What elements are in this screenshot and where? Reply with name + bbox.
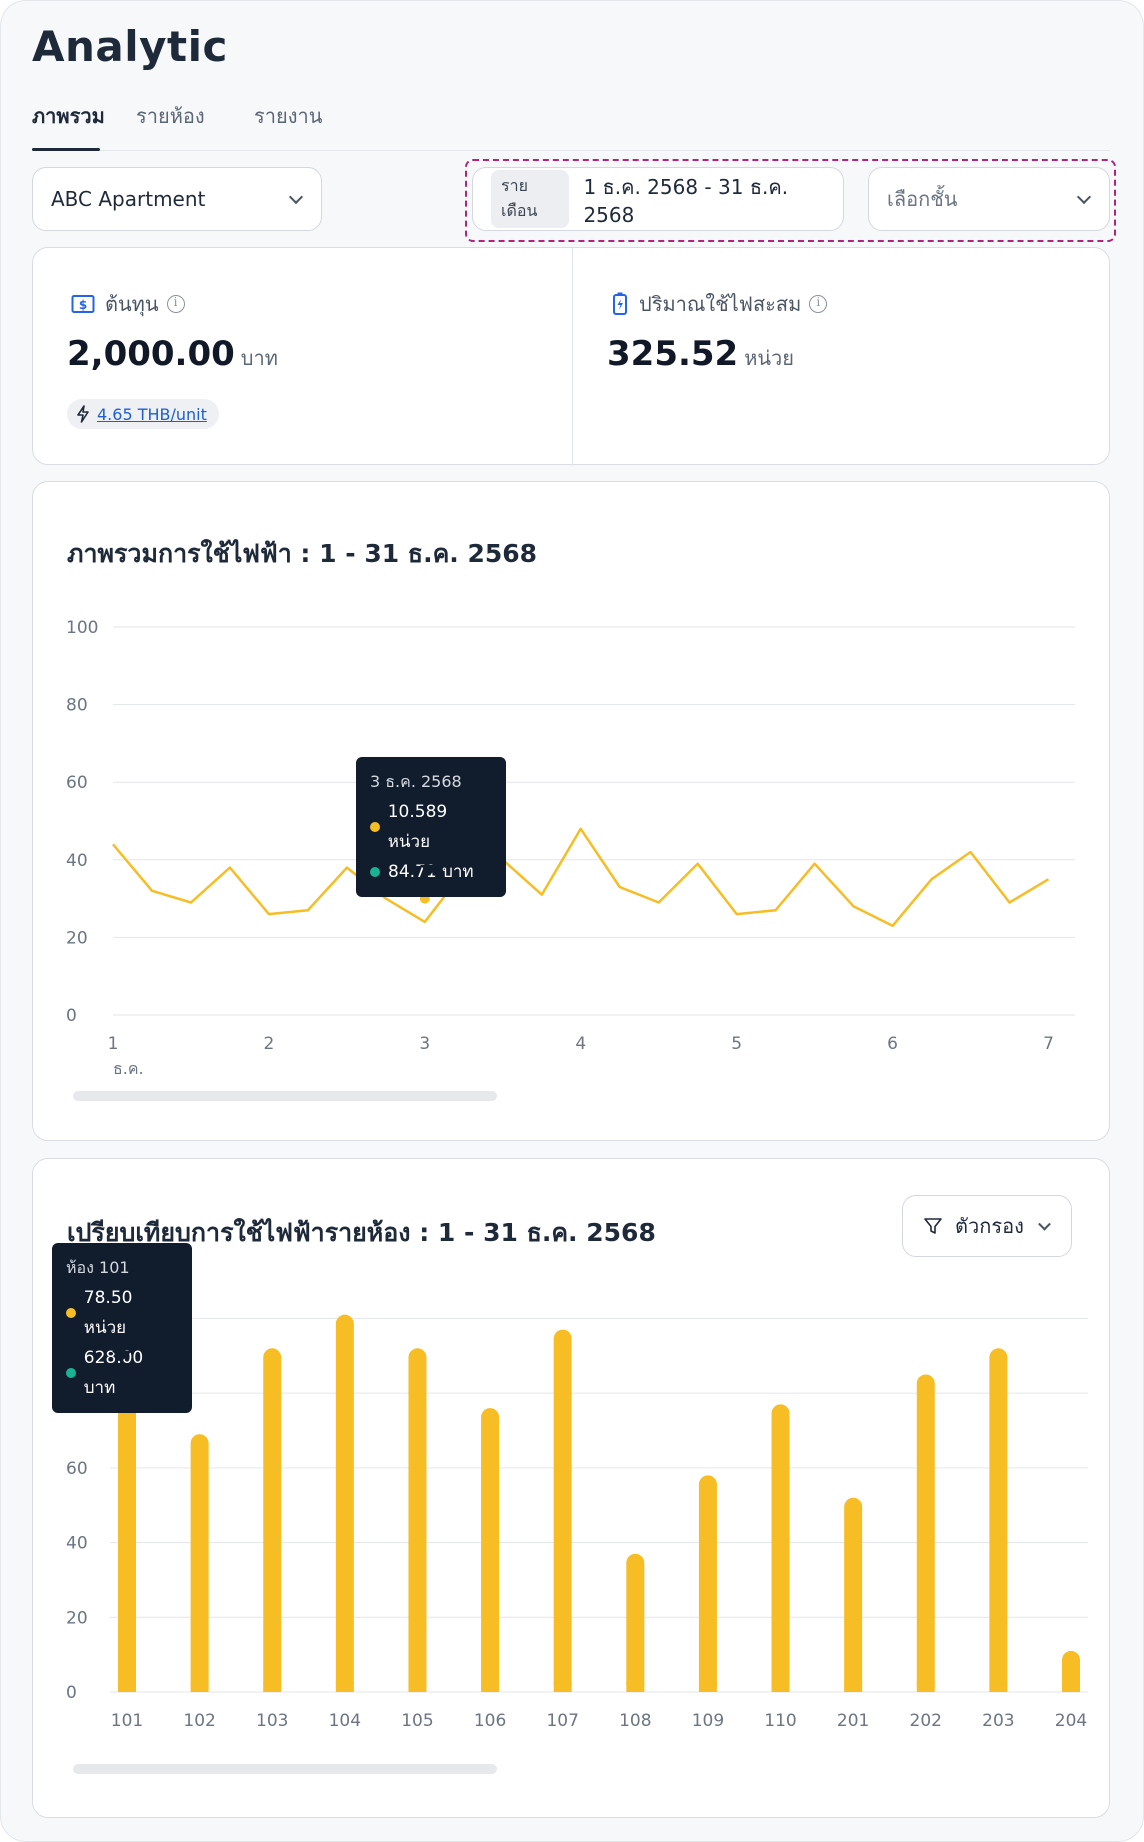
floor-select-placeholder: เลือกชั้น [887, 187, 958, 211]
rate-link[interactable]: 4.65 THB/unit [97, 404, 207, 424]
tab-divider [32, 150, 1110, 151]
tooltip-units: 10.589 หน่วย [387, 802, 448, 852]
tooltip-date: 3 ธ.ค. 2568 [370, 772, 462, 791]
bar-chart-tooltip: ห้อง 101 78.50 หน่วย 628.00 บาท [52, 1243, 192, 1413]
compare-chart-card: เปรียบเทียบการใช้ไฟฟ้ารายห้อง : 1 - 31 ธ… [32, 1158, 1110, 1818]
cost-value-row: 2,000.00 บาท [67, 334, 278, 374]
tab-rooms[interactable]: รายห้อง [136, 104, 205, 128]
baht-dot [66, 1368, 76, 1378]
usage-unit: หน่วย [744, 346, 795, 370]
tab-bar: ภาพรวม รายห้อง รายงาน [32, 100, 1110, 152]
battery-charging-icon [613, 292, 627, 315]
active-tab-indicator [32, 148, 100, 151]
cost-value: 2,000.00 [67, 334, 235, 374]
cost-label-row: $ ต้นทุน [71, 288, 185, 320]
usage-label: ปริมาณใช้ไฟสะสม [639, 292, 802, 316]
svg-text:$: $ [79, 298, 87, 312]
baht-dot [370, 867, 380, 877]
selection-highlight [465, 159, 1116, 242]
filter-button-label: ตัวกรอง [955, 1214, 1024, 1238]
cost-unit: บาท [240, 346, 278, 370]
period-pill[interactable]: รายเดือน [491, 170, 570, 228]
info-icon[interactable] [809, 295, 828, 313]
overview-chart-title: ภาพรวมการใช้ไฟฟ้า : 1 - 31 ธ.ค. 2568 [67, 539, 538, 568]
cost-label: ต้นทุน [105, 292, 159, 316]
tooltip-arrow [112, 1351, 132, 1361]
page-title: Analytic [32, 22, 228, 71]
stats-divider [572, 248, 573, 466]
chevron-down-icon [288, 189, 304, 205]
tooltip-arrow [420, 865, 440, 875]
usage-value-row: 325.52 หน่วย [607, 334, 794, 374]
tooltip-units: 78.50 หน่วย [83, 1288, 133, 1338]
chart-scrollbar[interactable] [73, 1764, 497, 1774]
cash-icon: $ [71, 295, 95, 313]
compare-chart-title: เปรียบเทียบการใช้ไฟฟ้ารายห้อง : 1 - 31 ธ… [67, 1218, 656, 1247]
property-select-value: ABC Apartment [51, 187, 206, 211]
usage-label-row: ปริมาณใช้ไฟสะสม [611, 288, 828, 320]
line-chart-tooltip: 3 ธ.ค. 2568 10.589 หน่วย 84.71 บาท [356, 757, 506, 897]
tab-overview[interactable]: ภาพรวม [32, 104, 105, 128]
lightning-icon [77, 405, 89, 423]
usage-value: 325.52 [607, 334, 739, 374]
info-icon[interactable] [166, 295, 185, 313]
floor-select[interactable]: เลือกชั้น [868, 167, 1110, 231]
units-dot [66, 1308, 76, 1318]
filter-icon [924, 1218, 942, 1234]
tab-reports[interactable]: รายงาน [254, 104, 323, 128]
filter-button[interactable]: ตัวกรอง [902, 1195, 1072, 1257]
tooltip-room: ห้อง 101 [66, 1258, 130, 1277]
date-range-value: 1 ธ.ค. 2568 - 31 ธ.ค. 2568 [583, 175, 789, 227]
chart-scrollbar[interactable] [73, 1091, 497, 1101]
rate-chip: 4.65 THB/unit [67, 399, 219, 429]
units-dot [370, 822, 380, 832]
chevron-down-icon [1076, 189, 1092, 205]
date-range-picker[interactable]: รายเดือน 1 ธ.ค. 2568 - 31 ธ.ค. 2568 [472, 167, 844, 231]
chevron-down-icon [1038, 1217, 1051, 1231]
overview-chart-card: ภาพรวมการใช้ไฟฟ้า : 1 - 31 ธ.ค. 2568 [32, 481, 1110, 1141]
property-select[interactable]: ABC Apartment [32, 167, 322, 231]
